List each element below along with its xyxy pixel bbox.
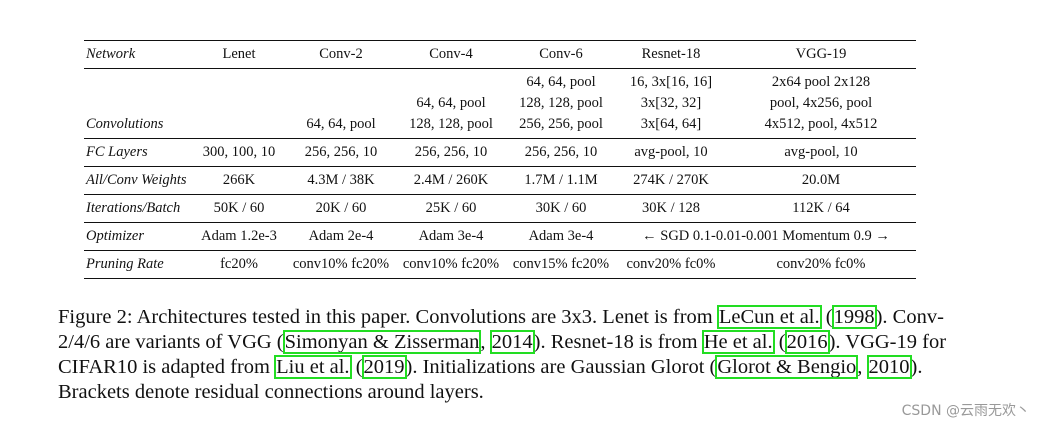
table-cell xyxy=(192,68,286,139)
table-cell: 2.4M / 260K xyxy=(396,166,506,195)
citation-link-2014[interactable]: 2014 xyxy=(489,330,535,354)
table-cell: Adam 1.2e-3 xyxy=(192,222,286,251)
table-cell: 256, 256, 10 xyxy=(506,138,616,167)
row-label: FC Layers xyxy=(84,138,192,167)
header-conv6: Conv-6 xyxy=(506,40,616,69)
row-label: Iterations/Batch xyxy=(84,194,192,223)
table-cell: conv20% fc0% xyxy=(726,250,916,279)
caption-text: ). VGG-19 for CIFAR10 is adapted from xyxy=(58,331,947,378)
header-vgg19: VGG-19 xyxy=(726,40,916,69)
table-cell: avg-pool, 10 xyxy=(726,138,916,167)
table-row-convolutions: Convolutions 64, 64, pool 64, 64, pool 1… xyxy=(84,68,916,139)
row-label: Optimizer xyxy=(84,222,192,251)
citation-link-lecun[interactable]: LeCun et al. xyxy=(716,305,822,329)
table-cell: 274K / 270K xyxy=(616,166,726,195)
table-header-row: Network Lenet Conv-2 Conv-4 Conv-6 Resne… xyxy=(84,40,916,69)
table-cell: 64, 64, pool 128, 128, pool 256, 256, po… xyxy=(506,68,616,139)
citation-link-glorot[interactable]: Glorot & Bengio xyxy=(715,355,859,379)
table-cell: 30K / 128 xyxy=(616,194,726,223)
table-cell: 50K / 60 xyxy=(192,194,286,223)
watermark: CSDN @云雨无欢丶 xyxy=(901,403,1030,419)
header-conv4: Conv-4 xyxy=(396,40,506,69)
citation-link-2016[interactable]: 2016 xyxy=(784,330,830,354)
table-cell: 20K / 60 xyxy=(286,194,396,223)
table-cell: 300, 100, 10 xyxy=(192,138,286,167)
caption-text: Figure 2: Architectures tested in this p… xyxy=(58,306,718,328)
table-cell: 266K xyxy=(192,166,286,195)
table-cell: 256, 256, 10 xyxy=(396,138,506,167)
table-cell: conv15% fc20% xyxy=(506,250,616,279)
citation-link-liu[interactable]: Liu et al. xyxy=(274,355,352,379)
header-network-label: Network xyxy=(84,40,192,69)
table-row-iterations: Iterations/Batch 50K / 60 20K / 60 25K /… xyxy=(84,194,916,223)
table-row-optimizer: Optimizer Adam 1.2e-3 Adam 2e-4 Adam 3e-… xyxy=(84,222,916,251)
architecture-table-container: Network Lenet Conv-2 Conv-4 Conv-6 Resne… xyxy=(84,40,916,279)
caption-text: ( xyxy=(350,356,363,378)
table-cell: 64, 64, pool 128, 128, pool xyxy=(396,68,506,139)
row-label: All/Conv Weights xyxy=(84,166,192,195)
row-label: Pruning Rate xyxy=(84,250,192,279)
table-cell: 20.0M xyxy=(726,166,916,195)
caption-text: ). Resnet-18 is from xyxy=(533,331,703,353)
table-row-fc-layers: FC Layers 300, 100, 10 256, 256, 10 256,… xyxy=(84,138,916,167)
table-cell-span: ← SGD 0.1-0.01-0.001 Momentum 0.9 → xyxy=(616,222,916,251)
table-cell: 25K / 60 xyxy=(396,194,506,223)
caption-text: ). Conv-2/4/6 are variants of VGG ( xyxy=(58,306,944,353)
table-cell: 2x64 pool 2x128 pool, 4x256, pool 4x512,… xyxy=(726,68,916,139)
citation-link-he[interactable]: He et al. xyxy=(701,330,775,354)
table-cell: fc20% xyxy=(192,250,286,279)
caption-text: , xyxy=(480,331,491,353)
citation-link-2019[interactable]: 2019 xyxy=(361,355,407,379)
header-resnet18: Resnet-18 xyxy=(616,40,726,69)
table-row-weights: All/Conv Weights 266K 4.3M / 38K 2.4M / … xyxy=(84,166,916,195)
table-cell: 1.7M / 1.1M xyxy=(506,166,616,195)
caption-text: ( xyxy=(773,331,786,353)
citation-link-2010[interactable]: 2010 xyxy=(866,355,912,379)
citation-link-simonyan[interactable]: Simonyan & Zisserman xyxy=(282,330,482,354)
table-cell: 64, 64, pool xyxy=(286,68,396,139)
header-conv2: Conv-2 xyxy=(286,40,396,69)
table-cell: 30K / 60 xyxy=(506,194,616,223)
table-cell: 256, 256, 10 xyxy=(286,138,396,167)
caption-text: ( xyxy=(820,306,833,328)
figure-caption: Figure 2: Architectures tested in this p… xyxy=(58,305,958,405)
header-lenet: Lenet xyxy=(192,40,286,69)
table-cell: Adam 3e-4 xyxy=(506,222,616,251)
table-row-pruning-rate: Pruning Rate fc20% conv10% fc20% conv10%… xyxy=(84,250,916,279)
table-cell: conv20% fc0% xyxy=(616,250,726,279)
table-cell: Adam 2e-4 xyxy=(286,222,396,251)
table-cell: 112K / 64 xyxy=(726,194,916,223)
table-cell: 16, 3x[16, 16] 3x[32, 32] 3x[64, 64] xyxy=(616,68,726,139)
table-cell: 4.3M / 38K xyxy=(286,166,396,195)
caption-text: ). Brackets denote residual connections … xyxy=(58,356,923,403)
caption-text: , xyxy=(857,356,868,378)
table-cell: Adam 3e-4 xyxy=(396,222,506,251)
architecture-table: Network Lenet Conv-2 Conv-4 Conv-6 Resne… xyxy=(84,40,916,279)
caption-text: ). Initializations are Gaussian Glorot ( xyxy=(405,356,717,378)
citation-link-1998[interactable]: 1998 xyxy=(831,305,877,329)
row-label: Convolutions xyxy=(84,68,192,139)
table-cell: conv10% fc20% xyxy=(286,250,396,279)
table-cell: avg-pool, 10 xyxy=(616,138,726,167)
table-cell: conv10% fc20% xyxy=(396,250,506,279)
